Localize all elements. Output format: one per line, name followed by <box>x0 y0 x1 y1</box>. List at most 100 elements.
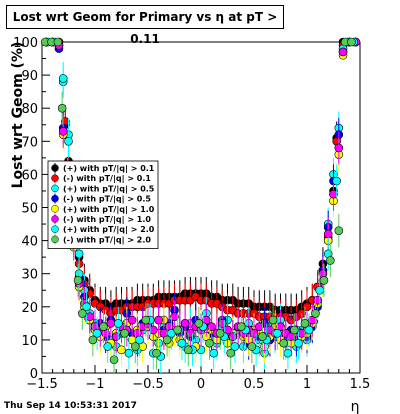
x-tick-label: 1 <box>303 377 311 392</box>
data-point <box>57 103 67 113</box>
legend-box <box>47 160 159 249</box>
data-point <box>217 319 227 328</box>
data-point <box>162 335 172 345</box>
data-point <box>334 226 344 235</box>
data-point <box>338 47 348 57</box>
legend-label: (+) with pT/|q| > 0.5 <box>63 184 155 193</box>
data-point <box>149 325 158 335</box>
data-point <box>114 319 123 328</box>
legend-label: (-) with pT/|q| > 0.1 <box>63 174 151 183</box>
data-point <box>173 325 182 335</box>
y-tick-label: 80 <box>21 102 38 117</box>
data-point <box>53 37 63 47</box>
data-point <box>258 332 267 341</box>
data-point <box>300 319 310 328</box>
data-point <box>58 74 68 83</box>
data-point <box>58 127 68 136</box>
data-point <box>103 342 113 351</box>
data-point <box>111 332 121 341</box>
timestamp: Thu Sep 14 10:53:31 2017 <box>4 401 137 411</box>
data-point <box>323 229 333 239</box>
y-tick-label: 40 <box>21 235 38 250</box>
data-point <box>205 338 214 348</box>
y-tick-label: 90 <box>21 69 38 84</box>
data-point <box>117 345 126 355</box>
data-point <box>289 325 299 335</box>
x-axis: −1.5 −1 −0.5 0 0.5 1 1.5 <box>26 365 370 392</box>
data-point <box>194 319 204 328</box>
y-tick-label: 20 <box>21 301 38 316</box>
legend-label: (+) with pT/|q| > 0.1 <box>63 164 155 173</box>
x-tick-label: 1.5 <box>350 377 371 392</box>
legend-swatch <box>51 205 59 213</box>
y-tick-label: 70 <box>21 135 38 150</box>
legend: (+) with pT/|q| > 0.1(-) with pT/|q| > 0… <box>47 160 159 249</box>
y-axis-label: Lost wrt Geom (%) <box>10 42 26 189</box>
data-point <box>236 322 246 331</box>
x-tick-label: −1.5 <box>26 377 58 392</box>
data-point <box>313 295 322 305</box>
data-point <box>228 332 238 341</box>
legend-swatch <box>51 225 59 233</box>
data-point <box>334 143 344 153</box>
data-point <box>177 338 187 348</box>
x-tick-label: 0 <box>197 377 205 392</box>
data-point <box>294 338 303 348</box>
data-point <box>130 342 140 351</box>
data-point <box>186 328 195 338</box>
data-point <box>347 37 356 47</box>
data-point <box>329 189 338 199</box>
legend-label: (+) with pT/|q| > 1.0 <box>63 205 155 214</box>
series-7 <box>44 37 358 373</box>
x-axis-label: η <box>351 399 360 414</box>
legend-swatch <box>51 194 59 203</box>
chart-title: Lost wrt Geom for Primary vs η at pT > 0… <box>6 5 284 46</box>
y-tick-label: 0 <box>30 367 38 382</box>
data-point <box>311 309 320 318</box>
data-point <box>247 342 257 351</box>
data-point <box>297 328 307 338</box>
x-tick-label: 0.5 <box>244 377 265 392</box>
data-point <box>77 309 87 318</box>
data-point <box>73 276 83 285</box>
y-tick-label: 30 <box>21 268 38 283</box>
y-tick-label: 10 <box>21 334 38 349</box>
data-point <box>99 322 108 331</box>
legend-label: (+) with pT/|q| > 2.0 <box>63 225 155 234</box>
x-tick-label: −1 <box>85 377 104 392</box>
data-point <box>268 315 278 325</box>
data-point <box>332 176 341 186</box>
data-point <box>88 335 98 345</box>
data-point <box>183 345 193 355</box>
legend-label: (-) with pT/|q| > 2.0 <box>63 235 151 244</box>
legend-label: (-) with pT/|q| > 1.0 <box>63 215 151 224</box>
legend-swatch <box>51 174 59 182</box>
data-point <box>315 285 325 295</box>
data-point <box>215 328 225 338</box>
data-point <box>109 355 119 365</box>
series-group <box>40 37 361 373</box>
data-point <box>207 322 216 331</box>
y-tick-label: 100 <box>13 36 38 51</box>
data-point <box>302 302 312 312</box>
data-point <box>154 315 163 325</box>
data-point <box>254 322 264 331</box>
data-point <box>209 348 219 358</box>
data-point <box>124 348 134 358</box>
y-tick-label: 50 <box>21 202 38 217</box>
y-tick-label: 60 <box>21 168 38 183</box>
data-point <box>106 319 116 328</box>
data-point <box>127 315 137 325</box>
data-point <box>120 328 129 338</box>
data-point <box>180 319 190 328</box>
data-point <box>273 328 282 338</box>
data-point <box>279 338 288 348</box>
legend-swatch <box>51 215 59 223</box>
data-point <box>85 312 94 322</box>
data-point <box>170 312 179 322</box>
data-point <box>283 348 293 358</box>
data-point <box>64 137 73 146</box>
data-point <box>249 328 259 338</box>
data-point <box>319 276 329 285</box>
